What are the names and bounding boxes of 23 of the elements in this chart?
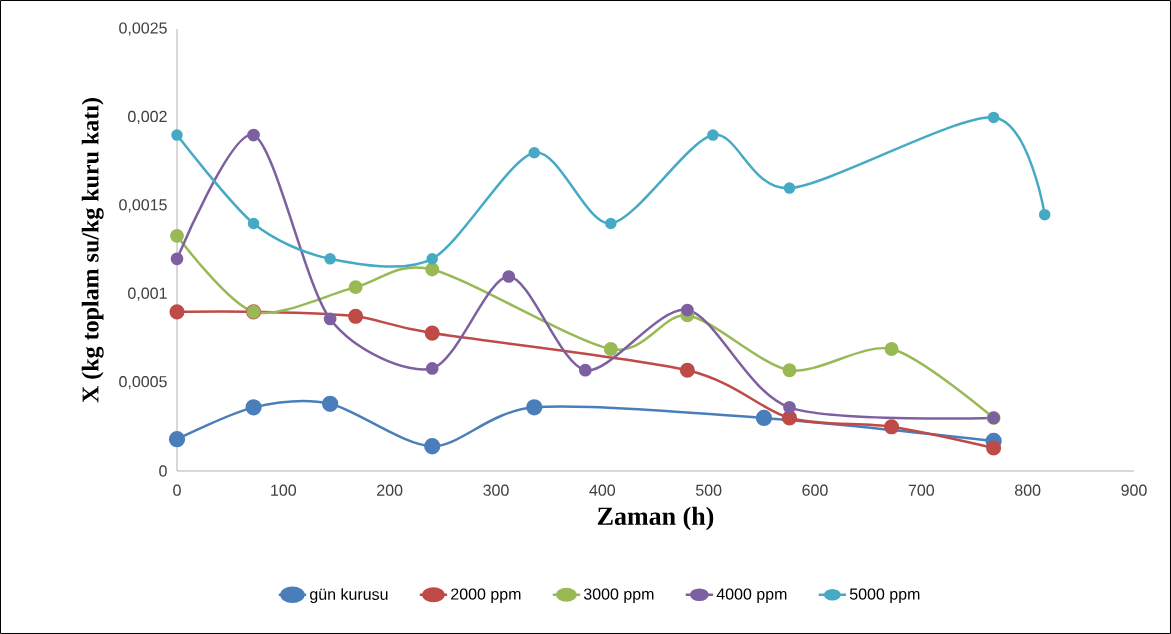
x-tick-label: 100 [271,484,297,496]
x-axis-title: Zaman (h) [597,506,714,531]
y-tick-label: 0 [159,465,167,477]
x-tick-label: 200 [377,484,403,496]
x-tick-label: 800 [1015,484,1041,496]
x-tick-label: 0 [173,484,181,496]
y-axis-title: X (kg toplam su/kg kuru katı) [81,98,104,403]
x-tick-label: 300 [483,484,509,496]
legend-label: gün kurusu [310,588,388,604]
y-tick-label: 0,0005 [119,375,167,390]
legend-label: 2000 ppm [451,588,521,603]
y-tick-label: 0,0025 [119,22,167,36]
legend-label: 3000 ppm [583,588,654,603]
x-tick-label: 500 [695,484,722,496]
y-tick-label: 0,001 [128,287,167,301]
y-tick-label: 0,002 [128,110,167,124]
x-tick-label: 900 [1121,484,1147,496]
legend-label: 4000 ppm [716,588,787,603]
legend-label: 5000 ppm [849,588,920,603]
x-tick-label: 400 [589,484,616,496]
x-tick-label: 700 [908,484,935,496]
x-tick-label: 600 [802,484,828,496]
y-tick-label: 0,0015 [119,199,167,213]
